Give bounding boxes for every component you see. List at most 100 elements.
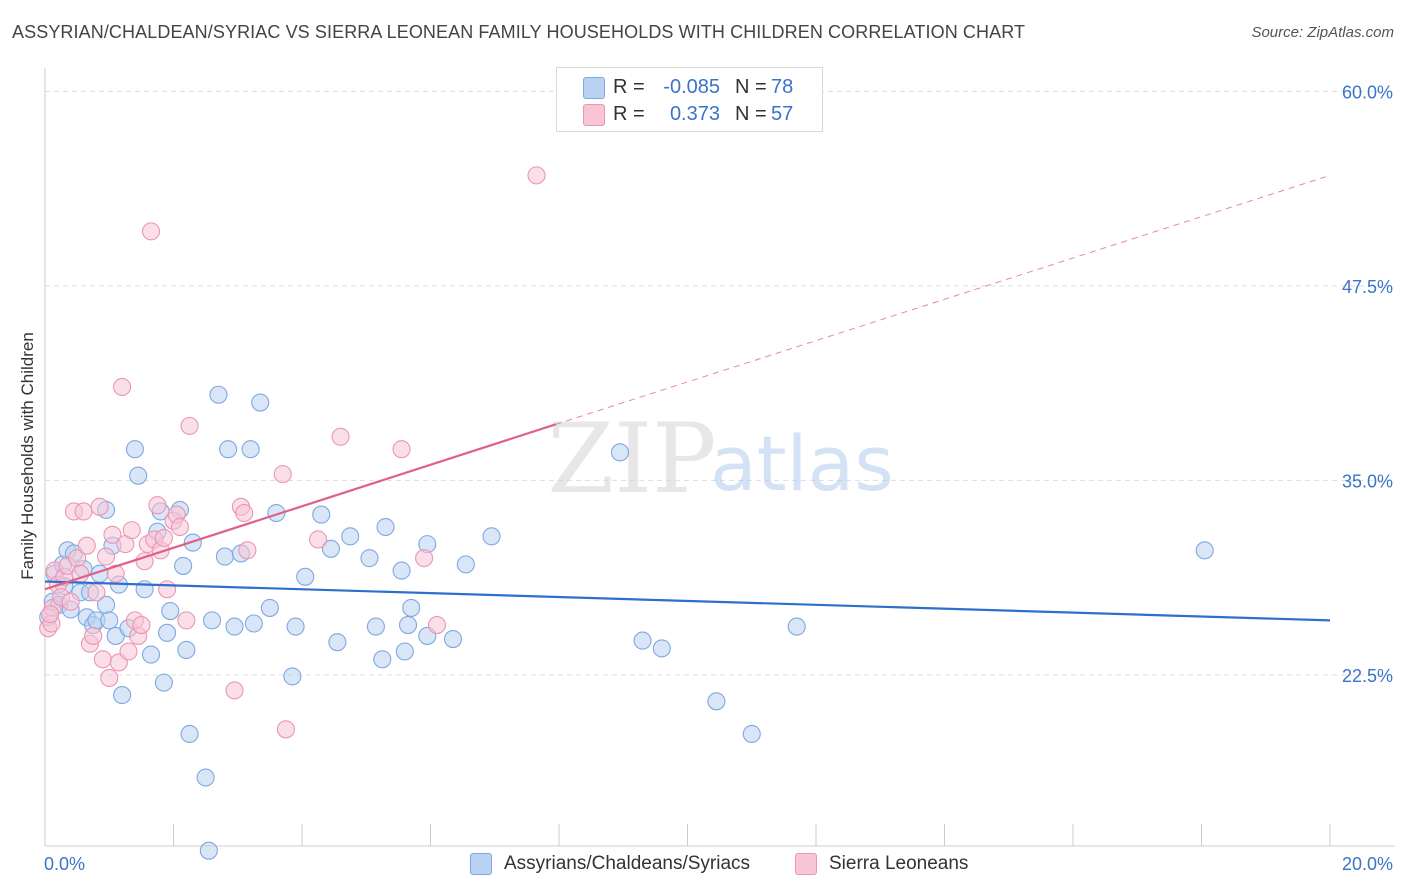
assyrian-point bbox=[215, 547, 234, 566]
trend-line-solid bbox=[44, 580, 1331, 622]
sierra-leonean-point bbox=[132, 615, 151, 635]
sierra-leonean-point bbox=[276, 720, 295, 739]
assyrian-point bbox=[707, 692, 726, 711]
assyrian-point bbox=[633, 631, 652, 650]
assyrian-point bbox=[177, 640, 196, 659]
sierra-leonean-point bbox=[154, 528, 173, 547]
chart-title: ASSYRIAN/CHALDEAN/SYRIAC VS SIERRA LEONE… bbox=[12, 22, 1026, 42]
assyrian-point bbox=[610, 443, 630, 462]
sierra-leonean-point bbox=[309, 530, 328, 549]
sierra-leonean-point bbox=[74, 502, 93, 521]
assyrian-point bbox=[366, 617, 385, 636]
legend-n-label: N = bbox=[735, 75, 767, 98]
assyrian-point bbox=[196, 768, 215, 787]
assyrian-point bbox=[260, 598, 279, 617]
sierra-leonean-point bbox=[415, 549, 434, 568]
sierra-leonean-point bbox=[41, 605, 60, 624]
assyrian-point bbox=[328, 633, 347, 652]
assyrian-point bbox=[1195, 541, 1214, 560]
assyrian-point bbox=[199, 841, 218, 860]
assyrian-point bbox=[209, 385, 228, 404]
sierra-leonean-point bbox=[177, 611, 196, 630]
bottom-legend-swatch-blue bbox=[470, 853, 492, 875]
sierra-leonean-point bbox=[119, 642, 138, 661]
sierra-leonean-point bbox=[135, 552, 154, 571]
sierra-leonean-point bbox=[273, 465, 292, 484]
assyrian-point bbox=[376, 517, 395, 537]
sierra-leonean-point bbox=[235, 503, 254, 523]
watermark-atlas: atlas bbox=[710, 419, 894, 508]
assyrian-point bbox=[742, 724, 761, 744]
legend-r-label: R = bbox=[613, 102, 645, 125]
bottom-legend-label: Assyrians/Chaldeans/Syriacs bbox=[504, 853, 751, 874]
assyrian-point bbox=[296, 567, 315, 586]
sierra-leonean-point bbox=[84, 626, 103, 645]
assyrian-point bbox=[158, 623, 177, 642]
bottom-legend-label: Sierra Leoneans bbox=[829, 853, 969, 874]
bottom-legend-item-sierra-leoneans[interactable]: Sierra Leoneans bbox=[795, 852, 968, 876]
sierra-leonean-point bbox=[238, 541, 257, 560]
sierra-leonean-point bbox=[331, 427, 350, 446]
label-layer: 22.5% 35.0% 47.5% 60.0% 0.0% 20.0% bbox=[44, 82, 1393, 874]
legend-r-value: -0.085 bbox=[663, 75, 720, 98]
sierra-leonean-point bbox=[90, 497, 109, 516]
assyrian-point bbox=[402, 598, 421, 617]
assyrian-point bbox=[395, 642, 414, 661]
sierra-leonean-point bbox=[61, 592, 80, 611]
assyrian-point bbox=[100, 611, 119, 630]
sierra-leonean-point bbox=[113, 377, 132, 397]
watermark-zip: ZIP bbox=[547, 403, 716, 515]
sierra-leonean-point bbox=[106, 564, 125, 583]
y-tick-label: 60.0% bbox=[1342, 82, 1393, 102]
sierra-leonean-point bbox=[170, 517, 189, 537]
legend-n-value: 57 bbox=[771, 102, 794, 125]
assyrian-point bbox=[125, 440, 144, 459]
assyrian-point bbox=[398, 615, 418, 635]
sierra-leonean-point bbox=[96, 547, 116, 566]
assyrian-point bbox=[373, 650, 392, 669]
y-axis-label: Family Households with Children bbox=[18, 332, 37, 580]
y-tick-label: 35.0% bbox=[1342, 471, 1393, 491]
assyrian-point bbox=[251, 393, 270, 412]
legend-n-value: 78 bbox=[771, 75, 794, 98]
assyrian-point bbox=[482, 527, 501, 546]
assyrian-point bbox=[203, 611, 222, 630]
assyrian-point bbox=[267, 503, 286, 523]
sierra-leonean-point bbox=[527, 166, 546, 185]
source-label: Source: ZipAtlas.com bbox=[1251, 24, 1394, 41]
sierra-leonean-point bbox=[77, 536, 96, 555]
trend-line-solid bbox=[44, 423, 557, 591]
assyrian-point bbox=[161, 601, 180, 621]
sierra-leonean-point bbox=[93, 650, 112, 669]
correlation-legend: R = -0.085 N = 78 R = 0.373 N = 57 bbox=[556, 67, 823, 132]
legend-n-label: N = bbox=[735, 102, 767, 125]
sierra-leonean-point bbox=[180, 416, 199, 435]
assyrian-point bbox=[219, 440, 238, 459]
sierra-leonean-point bbox=[427, 615, 446, 635]
assyrian-point bbox=[244, 614, 263, 633]
assyrian-point bbox=[241, 440, 260, 459]
assyrian-point bbox=[443, 630, 463, 649]
assyrian-point bbox=[174, 556, 193, 575]
assyrian-point bbox=[225, 617, 244, 636]
axis-layer bbox=[44, 68, 1395, 847]
assyrian-point bbox=[652, 639, 671, 658]
legend-r-label: R = bbox=[613, 75, 645, 98]
trend-line-dashed bbox=[555, 174, 1331, 425]
trend-layer bbox=[44, 174, 1331, 622]
watermark: ZIP atlas bbox=[547, 403, 893, 515]
grid-layer bbox=[45, 90, 1395, 676]
assyrian-point bbox=[283, 667, 302, 686]
bottom-legend-item-assyrians[interactable]: Assyrians/Chaldeans/Syriacs bbox=[470, 852, 750, 876]
sierra-leonean-point bbox=[158, 580, 177, 599]
assyrian-point bbox=[312, 505, 331, 524]
sierra-leonean-point bbox=[141, 222, 161, 241]
x-tick-label: 20.0% bbox=[1342, 854, 1393, 874]
assyrian-point bbox=[341, 527, 360, 546]
y-tick-label: 47.5% bbox=[1342, 277, 1393, 297]
sierra-leonean-point bbox=[100, 668, 119, 688]
assyrian-point bbox=[154, 673, 173, 692]
assyrian-point bbox=[180, 724, 199, 744]
x-tick-label: 0.0% bbox=[44, 854, 85, 874]
